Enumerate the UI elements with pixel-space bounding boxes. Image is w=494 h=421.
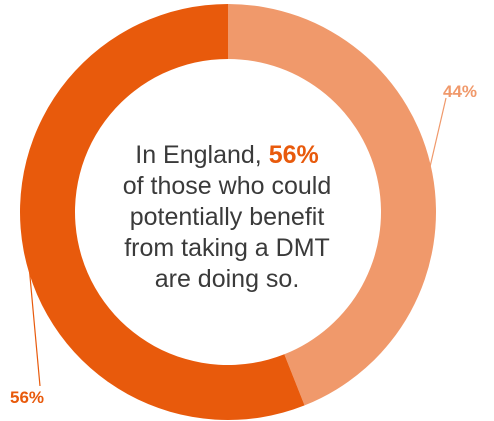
caption-line-1: In England, 56% — [97, 140, 357, 171]
caption-line-3: potentially benefit — [129, 203, 325, 231]
leader-line-56 — [27, 250, 41, 387]
center-caption: In England, 56% of those who could poten… — [97, 140, 357, 295]
caption-line-5: are doing so. — [154, 265, 300, 293]
leader-lines — [27, 97, 447, 387]
caption-line-2: of those who could — [122, 172, 332, 200]
donut-slice-44 — [228, 4, 437, 406]
caption-prefix: In England, — [135, 141, 269, 169]
donut-slices — [20, 4, 437, 420]
caption-line-4: from taking a DMT — [124, 234, 330, 262]
slice-labels: 44% 56% — [10, 82, 477, 407]
slice-label-44: 44% — [443, 82, 477, 101]
caption-highlight-percent: 56% — [268, 141, 319, 169]
donut-slice-56 — [20, 4, 305, 420]
leader-line-44 — [427, 97, 447, 174]
slice-label-56: 56% — [10, 388, 44, 407]
